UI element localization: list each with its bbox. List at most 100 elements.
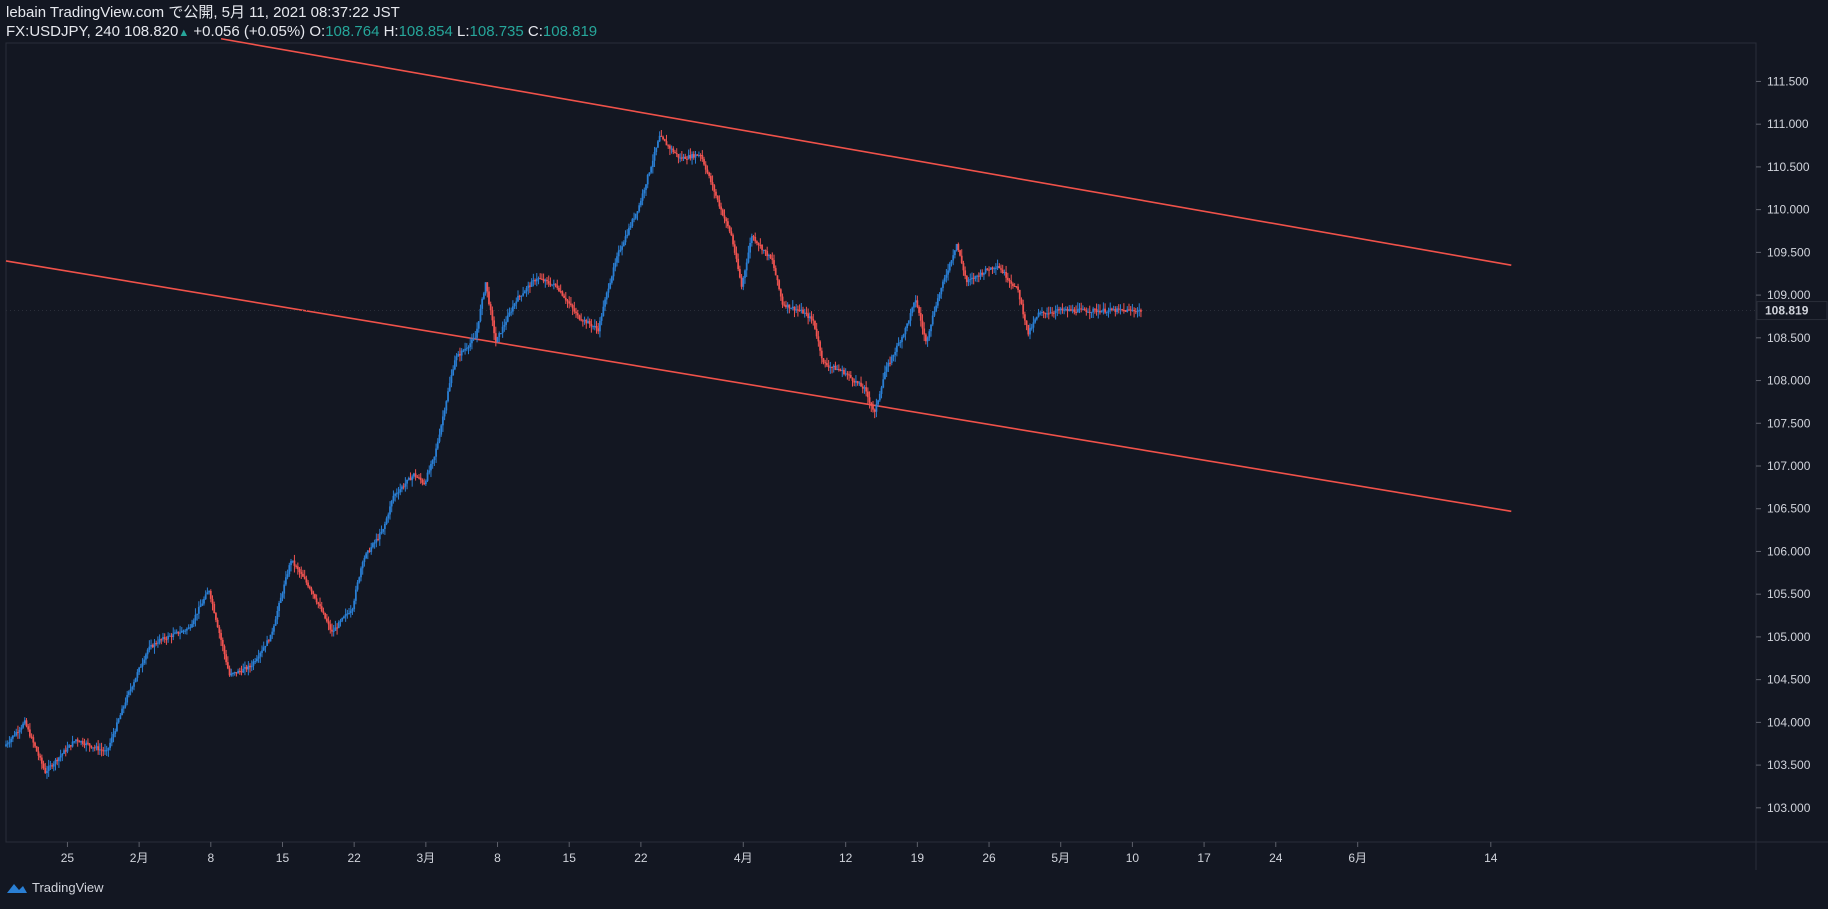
candle-body	[455, 356, 458, 361]
candle-body	[767, 254, 770, 257]
candle-body	[399, 489, 402, 493]
candle-body	[645, 184, 647, 190]
candle-body	[1104, 308, 1106, 313]
candle-body	[778, 280, 781, 290]
candle-body	[1010, 281, 1013, 284]
candle-body	[520, 295, 523, 297]
candle-body	[505, 321, 507, 325]
candle-body	[650, 166, 653, 173]
candle-body	[284, 577, 287, 585]
candle-body	[317, 602, 320, 605]
candle-body	[634, 213, 637, 219]
candle-body	[343, 616, 345, 619]
candle-body	[204, 594, 207, 599]
y-tick-label: 106.000	[1767, 544, 1811, 558]
candle-body	[890, 356, 893, 363]
candle-body	[1085, 310, 1088, 313]
candle-body	[773, 260, 775, 269]
candle-body	[965, 275, 968, 283]
candle-body	[1070, 309, 1072, 311]
candle-body	[80, 741, 82, 743]
candle-body	[314, 594, 316, 599]
candle-body	[412, 473, 415, 477]
candle-body	[40, 757, 43, 764]
candle-body	[989, 267, 992, 270]
candle-body	[730, 231, 733, 236]
candle-body	[756, 241, 758, 244]
candle-body	[194, 614, 197, 621]
candle-body	[829, 366, 832, 368]
candle-body	[448, 383, 451, 392]
candle-body	[884, 371, 886, 380]
candle-body	[899, 342, 902, 344]
candle-body	[225, 654, 228, 663]
y-tick-label: 104.500	[1767, 673, 1811, 687]
candle-body	[336, 627, 338, 629]
candle-body	[138, 667, 141, 673]
candle-body	[56, 759, 59, 762]
candle-body	[428, 470, 431, 473]
candle-body	[687, 155, 690, 159]
y-tick-label: 106.500	[1767, 502, 1811, 516]
candle-body	[162, 637, 164, 640]
x-tick-label: 15	[563, 851, 577, 865]
channel-trendline[interactable]	[5, 260, 1512, 513]
candle-body	[1095, 309, 1098, 312]
candle-body	[440, 425, 443, 435]
candle-body	[267, 640, 270, 642]
footer-brand[interactable]: TradingView	[6, 880, 104, 895]
candle-body	[636, 211, 639, 214]
y-tick-label: 108.000	[1767, 374, 1811, 388]
candle-body	[1076, 309, 1079, 313]
candle-body	[424, 480, 427, 485]
candle-body	[943, 277, 946, 282]
x-tick-label: 15	[276, 851, 290, 865]
symbol-label[interactable]: FX:USDJPY, 240	[6, 23, 120, 40]
candle-body	[394, 493, 397, 496]
candle-body	[232, 672, 234, 674]
candle-body	[570, 303, 572, 306]
candle-body	[269, 634, 272, 642]
candle-body	[356, 582, 359, 590]
candle-body	[843, 369, 845, 375]
candle-body	[802, 309, 804, 314]
candle-body	[993, 268, 996, 270]
candle-body	[17, 732, 19, 734]
candle-body	[1068, 309, 1071, 311]
candle-body	[51, 765, 53, 767]
candle-body	[189, 627, 192, 629]
candle-body	[935, 305, 938, 312]
candle-body	[1012, 283, 1014, 286]
candle-body	[971, 277, 973, 279]
candle-body	[720, 206, 722, 210]
candle-body	[1001, 269, 1004, 273]
x-tick-label: 14	[1484, 851, 1498, 865]
channel-trendline[interactable]	[220, 37, 1512, 266]
candle-body	[286, 574, 289, 578]
candle-body	[837, 368, 840, 370]
candle-body	[401, 486, 403, 490]
candle-body	[279, 597, 282, 603]
candle-body	[61, 753, 64, 756]
candle-body	[87, 742, 89, 744]
candle-body	[76, 739, 79, 742]
candle-body	[197, 607, 200, 614]
candle-body	[558, 287, 560, 292]
candle-body	[20, 727, 23, 730]
candle-body	[648, 172, 651, 175]
y-tick-label: 111.500	[1767, 74, 1809, 88]
candle-body	[1078, 308, 1081, 310]
candle-body	[1027, 324, 1030, 335]
candle-body	[469, 343, 472, 347]
candle-body	[1025, 320, 1028, 325]
candle-body	[257, 656, 260, 659]
candle-body	[1054, 310, 1057, 313]
last-price-label: 108.819	[1765, 304, 1809, 318]
candle-body	[974, 275, 977, 279]
y-tick-label: 103.000	[1767, 801, 1811, 815]
candle-body	[877, 400, 880, 405]
candle-body	[44, 768, 47, 774]
candle-body	[936, 298, 939, 306]
candle-body	[534, 280, 536, 282]
